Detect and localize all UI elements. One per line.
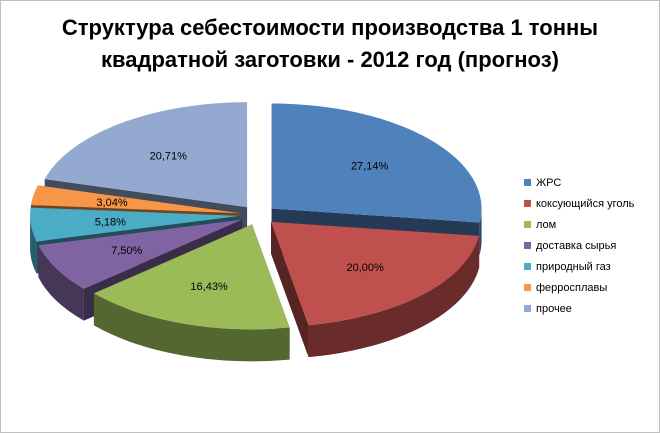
data-label-3: 7,50% <box>111 245 142 257</box>
legend-swatch-5 <box>524 284 531 291</box>
legend-swatch-2 <box>524 221 531 228</box>
legend-label-0: ЖРС <box>536 176 562 189</box>
pie-tops <box>30 102 482 330</box>
slice-6 <box>44 102 248 208</box>
slice-outer-wall-1 <box>308 235 480 358</box>
slice-2 <box>93 224 290 330</box>
slice-outer-wall-2 <box>93 293 290 362</box>
legend-swatch-3 <box>524 242 531 249</box>
slice-3 <box>38 219 243 289</box>
data-label-0: 27,14% <box>351 161 389 173</box>
legend-swatch-4 <box>524 263 531 270</box>
legend-label-2: лом <box>536 218 557 231</box>
legend-item-4: природный газ <box>524 256 634 277</box>
legend: ЖРС коксующийся уголь лом доставка сырья при… <box>524 172 634 319</box>
legend-swatch-6 <box>524 305 531 312</box>
legend-label-5: ферросплавы <box>536 281 608 294</box>
slice-outer-wall-3 <box>38 245 84 321</box>
legend-label-6: прочее <box>536 302 572 315</box>
legend-item-3: доставка сырья <box>524 235 634 256</box>
legend-swatch-1 <box>524 200 531 207</box>
slice-outer-wall-4 <box>30 215 37 274</box>
slice-wall-1-1 <box>271 221 309 358</box>
title-line-2: квадратной заготовки - 2012 год (прогноз… <box>101 47 559 72</box>
title-line-1: Структура себестоимости производства 1 т… <box>61 15 599 40</box>
data-label-2: 16,43% <box>190 281 228 293</box>
slice-outer-wall-0 <box>479 208 482 255</box>
legend-label-3: доставка сырья <box>536 239 617 252</box>
legend-item-1: коксующийся уголь <box>524 193 634 214</box>
data-label-6: 20,71% <box>150 150 188 162</box>
data-label-1: 20,00% <box>346 262 384 274</box>
legend-swatch-0 <box>524 179 531 186</box>
legend-item-0: ЖРС <box>524 172 634 193</box>
chart-title: Структура себестоимости производства 1 т… <box>40 12 620 76</box>
slice-5 <box>30 185 241 214</box>
slice-0 <box>271 103 482 223</box>
data-label-5: 3,04% <box>96 197 127 209</box>
slice-1 <box>271 221 480 326</box>
legend-item-5: ферросплавы <box>524 277 634 298</box>
slice-4 <box>30 207 241 242</box>
legend-label-4: природный газ <box>536 260 611 273</box>
legend-label-1: коксующийся уголь <box>536 197 635 210</box>
legend-item-2: лом <box>524 214 634 235</box>
data-label-4: 5,18% <box>95 216 126 228</box>
legend-item-6: прочее <box>524 298 634 319</box>
